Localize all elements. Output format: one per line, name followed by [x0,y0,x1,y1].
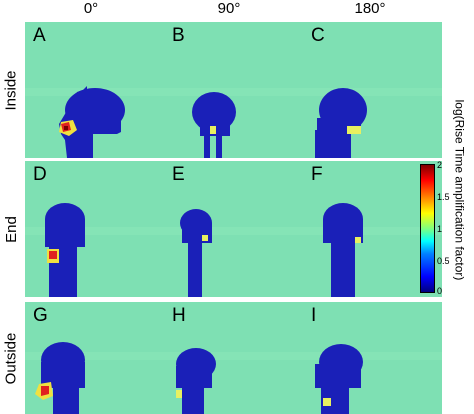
head-silhouette [25,86,164,158]
panel-label: G [33,305,48,326]
head-silhouette [303,203,442,297]
panel-f: F [303,161,442,297]
panel-label: I [311,305,317,326]
panel-c: C [303,22,442,158]
head-silhouette [164,209,303,297]
head-silhouette [25,203,164,297]
colorbar-gradient [420,164,435,293]
colorbar-tick: 1.5 [437,192,450,202]
panel-label: B [172,25,185,46]
row-label-inside: Inside [2,69,20,111]
colorbar-tick: 1 [437,224,443,234]
panel-e: E [164,161,303,297]
panel-label: C [311,25,325,46]
colorbar-tick: 2 [437,160,443,170]
panel-label: A [33,25,46,46]
panel-a: A [25,22,164,158]
row-label-end: End [2,215,20,243]
row-label-outside: Outside [2,332,20,384]
head-silhouette [164,88,303,158]
panel-label: D [33,164,47,185]
column-header-0: 0° [83,0,99,17]
panel-b: B [164,22,303,158]
panel-i: I [303,302,442,414]
panel-d: D [25,161,164,297]
head-silhouette [164,348,303,414]
column-header-180: 180° [354,0,386,17]
colorbar: 2 1.5 1 0.5 0 [420,160,474,296]
panel-h: H [164,302,303,414]
column-header-90: 90° [217,0,241,17]
panel-label: H [172,305,186,326]
head-silhouette [303,344,442,414]
colorbar-tick: 0 [437,286,443,296]
panel-g: G [25,302,164,414]
head-silhouette [25,342,164,414]
panel-label: E [172,164,185,185]
colorbar-tick: 0.5 [437,256,450,266]
panel-label: F [311,164,323,185]
head-silhouette [303,88,442,158]
colorbar-title: log(Rise Time amplification factor) [452,99,467,281]
